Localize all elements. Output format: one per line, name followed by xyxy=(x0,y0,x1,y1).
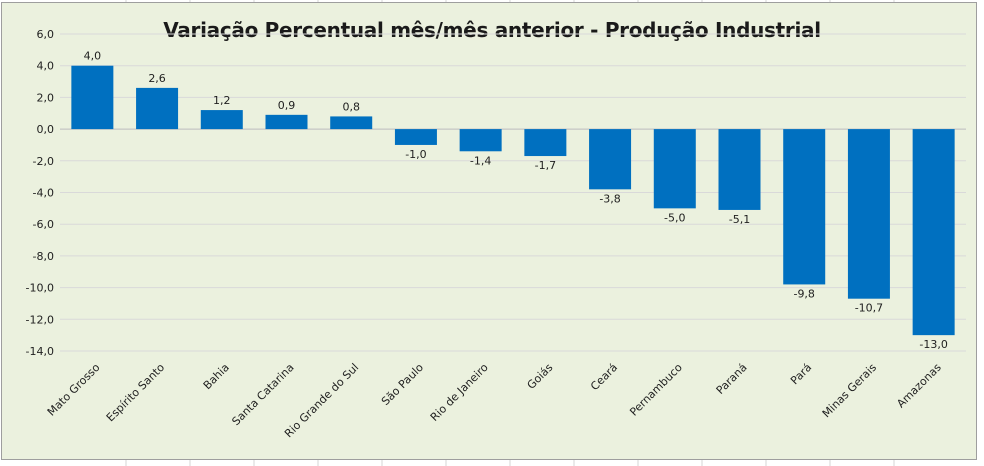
bar xyxy=(394,129,437,145)
bar xyxy=(912,129,955,336)
x-tick-label: Rio Grande do Sul xyxy=(282,361,361,440)
y-axis: 6,0 4,0 2,0 0,0 -2,0 -4,0 -6,0 -8,0 -10,0 -12,0 -1… xyxy=(26,28,54,358)
y-tick-label: -14,0 xyxy=(26,345,54,358)
y-tick-label: -6,0 xyxy=(33,218,54,231)
data-label: -1,4 xyxy=(470,154,491,167)
data-label: 0,9 xyxy=(278,99,296,112)
data-label: 1,2 xyxy=(213,94,231,107)
x-tick-label: Espírito Santo xyxy=(104,361,168,425)
bars xyxy=(71,65,955,336)
y-tick-label: 6,0 xyxy=(37,28,55,41)
x-tick-label: Minas Gerais xyxy=(820,361,879,420)
data-label: 0,8 xyxy=(342,100,360,113)
y-tick-label: -12,0 xyxy=(26,313,54,326)
x-tick-label: Paraná xyxy=(714,361,750,397)
y-tick-label: 4,0 xyxy=(37,60,55,73)
chart-title: Variação Percentual mês/mês anterior - P… xyxy=(163,18,821,42)
x-tick-label: Rio de Janeiro xyxy=(428,361,491,424)
data-label: 4,0 xyxy=(84,50,102,63)
x-tick-label: São Paulo xyxy=(379,361,426,408)
bar xyxy=(200,110,243,130)
y-tick-label: -10,0 xyxy=(26,282,54,295)
bar xyxy=(524,129,567,157)
y-tick-label: -4,0 xyxy=(33,187,54,200)
data-label: -1,7 xyxy=(535,159,556,172)
x-tick-label: Ceará xyxy=(588,361,620,393)
y-tick-label: -8,0 xyxy=(33,250,54,263)
data-label: -9,8 xyxy=(793,287,814,300)
data-label: 2,6 xyxy=(148,72,166,85)
x-tick-label: Santa Catarina xyxy=(229,361,296,428)
x-tick-label: Bahia xyxy=(201,361,232,392)
x-tick-label: Pará xyxy=(788,361,814,387)
bar xyxy=(718,129,761,210)
bar xyxy=(136,87,179,130)
bar xyxy=(265,114,308,130)
x-tick-label: Amazonas xyxy=(894,361,944,411)
y-tick-label: 0,0 xyxy=(37,123,55,136)
data-label: -1,0 xyxy=(405,148,426,161)
x-tick-label: Mato Grosso xyxy=(45,361,103,419)
y-tick-label: -2,0 xyxy=(33,155,54,168)
x-tick-label: Goiás xyxy=(525,361,556,392)
x-tick-label: Pernambuco xyxy=(627,361,685,419)
bar xyxy=(847,129,890,299)
data-label: -5,0 xyxy=(664,211,685,224)
bar xyxy=(653,129,696,209)
y-tick-label: 2,0 xyxy=(37,91,55,104)
data-label: -3,8 xyxy=(599,192,620,205)
data-labels: 4,0 2,6 1,2 0,9 0,8 -1,0 -1,4 -1,7 -3,8 -5,0 -5,1 -… xyxy=(84,50,948,351)
bar xyxy=(589,129,632,190)
y-gridlines xyxy=(60,33,966,352)
bar xyxy=(783,129,826,285)
bar xyxy=(330,116,373,130)
data-label: -10,7 xyxy=(855,302,883,315)
bar xyxy=(71,65,114,130)
bar xyxy=(459,129,502,152)
data-label: -5,1 xyxy=(729,213,750,226)
data-label: -13,0 xyxy=(919,338,947,351)
